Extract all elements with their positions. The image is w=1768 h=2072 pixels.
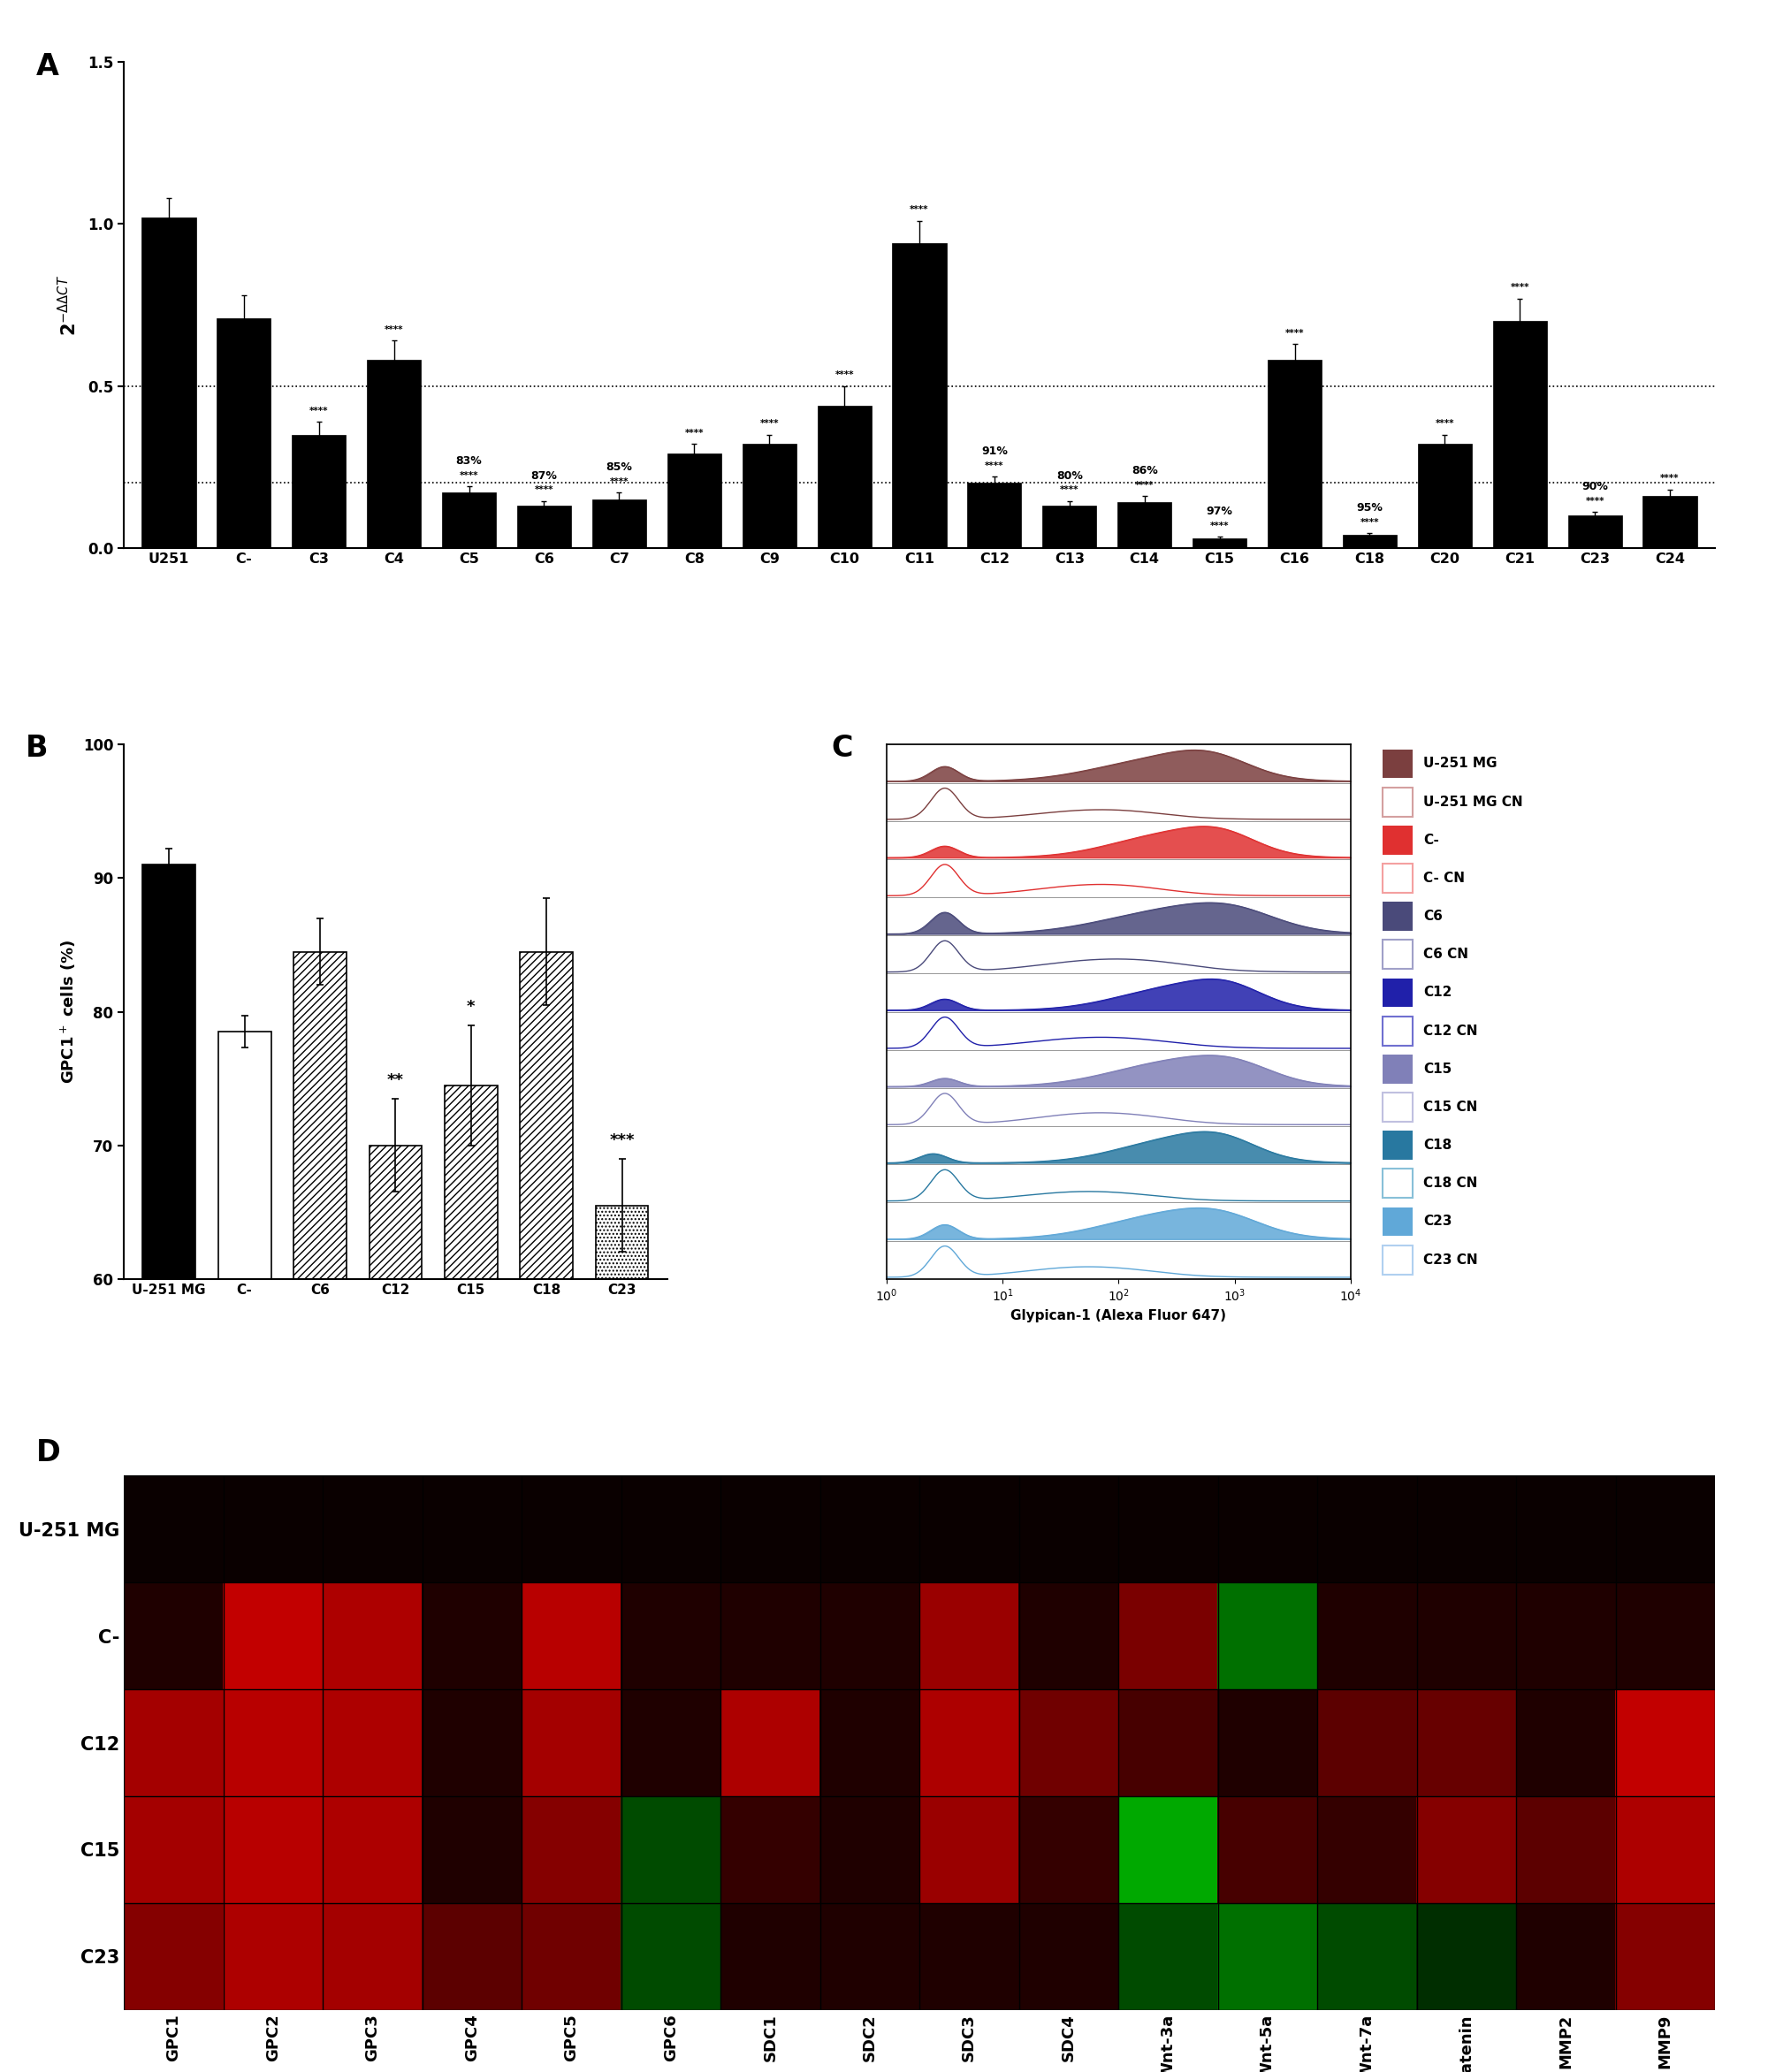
Text: C-: C- xyxy=(1423,833,1439,847)
Text: D: D xyxy=(35,1438,60,1467)
Text: ****: **** xyxy=(1285,329,1305,338)
Text: ****: **** xyxy=(760,419,778,429)
Text: ****: **** xyxy=(1209,522,1229,530)
Text: A: A xyxy=(35,52,58,81)
Text: C15: C15 xyxy=(1423,1063,1452,1075)
Text: ****: **** xyxy=(610,477,629,487)
Text: ****: **** xyxy=(1135,481,1155,489)
Text: ****: **** xyxy=(684,429,704,437)
Text: C- CN: C- CN xyxy=(1423,872,1464,885)
Bar xyxy=(368,361,421,547)
Bar xyxy=(743,443,796,547)
Text: ***: *** xyxy=(610,1131,635,1148)
Text: 83%: 83% xyxy=(456,456,483,466)
Bar xyxy=(1568,516,1621,547)
Text: ****: **** xyxy=(460,470,479,481)
Bar xyxy=(1043,506,1096,547)
Bar xyxy=(444,1086,497,2072)
Text: U-251 MG: U-251 MG xyxy=(1423,756,1497,771)
Bar xyxy=(217,1032,271,2072)
Bar xyxy=(1418,443,1471,547)
Bar xyxy=(1193,539,1246,547)
Y-axis label: 2$^{-\Delta\Delta CT}$: 2$^{-\Delta\Delta CT}$ xyxy=(58,274,80,336)
Bar xyxy=(967,483,1022,547)
Y-axis label: GPC1$^+$ cells (%): GPC1$^+$ cells (%) xyxy=(58,939,78,1084)
Text: 85%: 85% xyxy=(606,462,633,472)
Bar xyxy=(1492,321,1547,547)
Text: ****: **** xyxy=(534,485,553,495)
Text: C18: C18 xyxy=(1423,1140,1452,1152)
Text: U-251 MG CN: U-251 MG CN xyxy=(1423,796,1522,808)
Text: C23 CN: C23 CN xyxy=(1423,1254,1478,1266)
Text: 86%: 86% xyxy=(1132,464,1158,477)
Text: 80%: 80% xyxy=(1055,470,1082,481)
Text: ****: **** xyxy=(1061,485,1078,495)
Text: C6: C6 xyxy=(1423,910,1443,922)
Text: C23: C23 xyxy=(1423,1214,1452,1229)
Text: ****: **** xyxy=(1360,518,1379,526)
Text: C12 CN: C12 CN xyxy=(1423,1024,1478,1038)
Bar xyxy=(293,951,347,2072)
Text: ****: **** xyxy=(309,406,329,414)
Text: 95%: 95% xyxy=(1356,501,1383,514)
Bar xyxy=(596,1206,649,2072)
X-axis label: Glypican-1 (Alexa Fluor 647): Glypican-1 (Alexa Fluor 647) xyxy=(1011,1310,1227,1322)
Bar xyxy=(292,435,347,547)
Bar xyxy=(667,454,721,547)
Text: ****: **** xyxy=(1510,284,1529,292)
Text: C12: C12 xyxy=(1423,986,1452,999)
Bar xyxy=(1342,535,1397,547)
Bar xyxy=(217,317,271,547)
Text: ****: **** xyxy=(1586,497,1604,506)
Bar xyxy=(141,218,196,547)
Bar xyxy=(1117,503,1172,547)
Bar xyxy=(520,951,573,2072)
Text: **: ** xyxy=(387,1071,403,1088)
Text: ****: **** xyxy=(911,205,928,213)
Text: C15 CN: C15 CN xyxy=(1423,1100,1478,1115)
Bar xyxy=(516,506,571,547)
Text: ****: **** xyxy=(1436,419,1455,429)
Text: C6 CN: C6 CN xyxy=(1423,947,1467,961)
Bar xyxy=(592,499,645,547)
Text: C: C xyxy=(831,733,852,762)
Bar xyxy=(1268,361,1322,547)
Text: 87%: 87% xyxy=(530,470,557,481)
Text: 97%: 97% xyxy=(1206,506,1232,518)
Text: ****: **** xyxy=(985,462,1004,470)
Bar xyxy=(370,1146,423,2072)
Text: B: B xyxy=(27,733,48,762)
Text: ****: **** xyxy=(384,325,403,334)
Bar xyxy=(442,493,497,547)
Text: ****: **** xyxy=(834,371,854,379)
Text: C18 CN: C18 CN xyxy=(1423,1177,1478,1189)
Bar xyxy=(143,864,196,2072)
Text: 90%: 90% xyxy=(1582,481,1609,493)
Bar xyxy=(1642,495,1697,547)
Bar xyxy=(817,406,872,547)
Text: 91%: 91% xyxy=(981,445,1008,458)
Text: *: * xyxy=(467,999,476,1015)
Text: ****: **** xyxy=(1660,474,1680,483)
Bar xyxy=(893,244,946,547)
